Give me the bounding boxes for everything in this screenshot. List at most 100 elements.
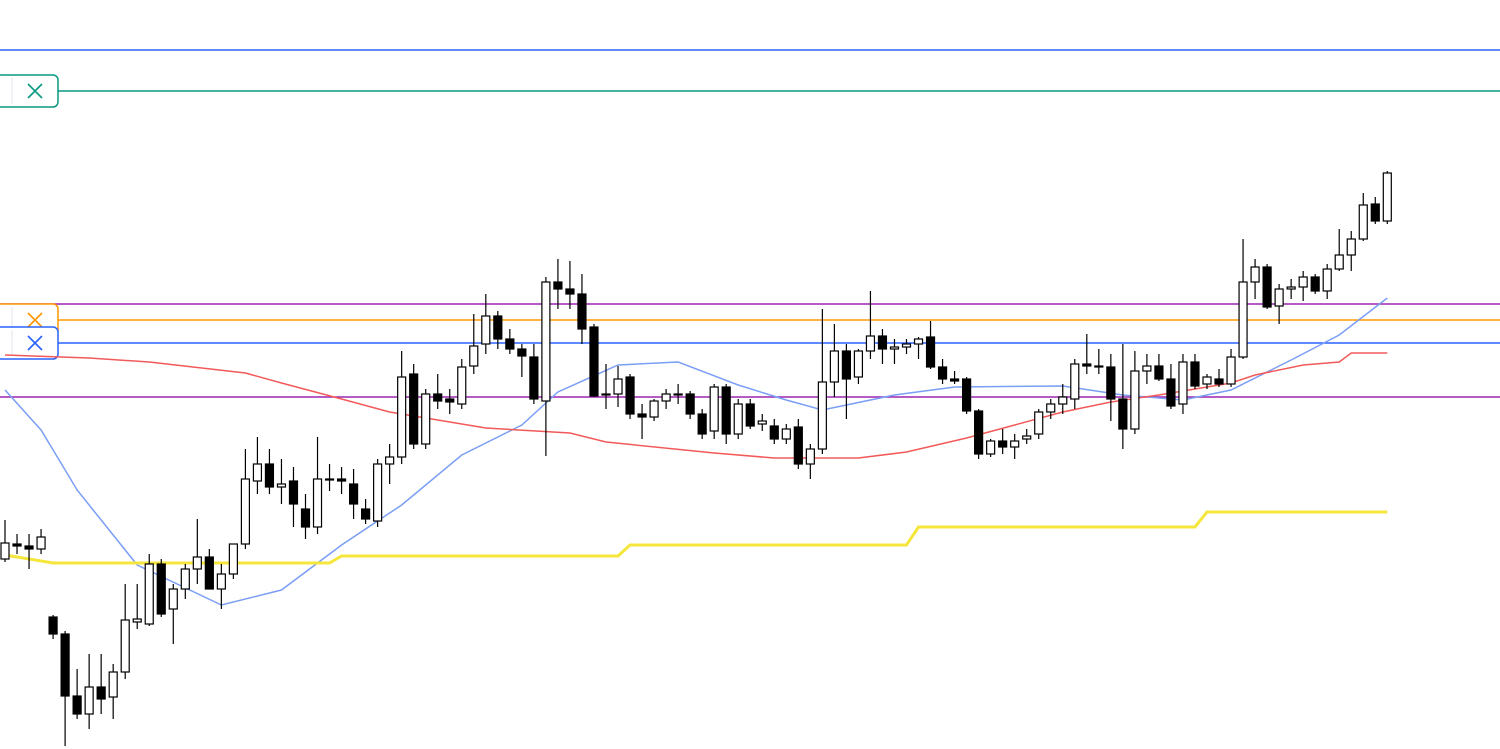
candle-body — [312, 478, 323, 528]
candle-body — [986, 440, 996, 455]
candle-body — [1010, 440, 1020, 448]
candle-body — [433, 393, 443, 402]
candle-body — [204, 556, 214, 590]
button-box[interactable] — [0, 74, 59, 108]
candle-body — [805, 448, 815, 465]
candle-body — [216, 573, 226, 590]
candle-body — [649, 400, 659, 418]
candle-body — [252, 463, 263, 482]
candle-body — [180, 568, 190, 590]
candle-body — [925, 336, 936, 368]
candle-body — [1154, 365, 1164, 380]
candle-body — [373, 463, 383, 522]
candle-body — [1310, 276, 1320, 292]
candle-body — [457, 366, 467, 405]
candle-body — [1118, 398, 1128, 430]
candle-body — [949, 378, 960, 382]
candle-body — [361, 508, 371, 520]
candle-body — [1034, 411, 1044, 435]
candle-body — [793, 426, 803, 465]
candle-body — [324, 478, 335, 481]
candle-body — [12, 543, 22, 547]
candle-body — [613, 378, 623, 395]
candle-body — [565, 288, 575, 295]
candle-body — [481, 315, 491, 345]
candle-body — [901, 343, 912, 348]
level-remove-button[interactable] — [0, 74, 59, 108]
candle-body — [1166, 378, 1176, 407]
candle-body — [745, 403, 755, 427]
candle-body — [589, 326, 599, 397]
candle-body — [1250, 266, 1260, 283]
candle-body — [685, 393, 695, 415]
candle-body — [48, 616, 58, 635]
candle-body — [829, 350, 839, 383]
candle-body — [228, 543, 238, 575]
candle-body — [1334, 254, 1344, 270]
candle-body — [637, 413, 647, 418]
candle-body — [1346, 238, 1356, 256]
candle-body — [1106, 366, 1116, 400]
candle-body — [601, 393, 611, 396]
candle-body — [1262, 266, 1272, 308]
candle-body — [1190, 361, 1200, 387]
candle-body — [757, 420, 767, 425]
candle-body — [84, 686, 94, 715]
candle-body — [1382, 172, 1392, 222]
candle-body — [1142, 365, 1152, 372]
candle-body — [96, 686, 106, 700]
candle-body — [1370, 203, 1380, 222]
candle-body — [781, 428, 791, 440]
candle-body — [877, 335, 888, 350]
candle-body — [168, 588, 178, 610]
candle-body — [529, 356, 539, 400]
candle-body — [385, 456, 395, 465]
candle-body — [1286, 286, 1296, 290]
candle-body — [397, 376, 407, 458]
close-icon — [27, 335, 43, 351]
candle-body — [469, 345, 479, 367]
candle-body — [505, 338, 515, 350]
candle-body — [336, 478, 347, 482]
candle-body — [937, 366, 948, 380]
candle-body — [276, 483, 287, 488]
candle-body — [36, 536, 46, 550]
button-box[interactable] — [0, 326, 59, 360]
candle-body — [0, 542, 10, 560]
candle-body — [841, 350, 852, 380]
candle-body — [288, 480, 299, 505]
level-remove-button[interactable] — [0, 326, 59, 360]
candle-body — [697, 413, 707, 435]
candle-body — [661, 393, 671, 402]
candle-body — [974, 410, 984, 455]
candle-body — [541, 281, 551, 402]
candle-body — [817, 381, 827, 450]
candle-body — [192, 556, 202, 570]
candle-body — [577, 293, 587, 330]
candle-body — [1358, 204, 1368, 240]
candle-body — [625, 376, 635, 415]
candle-body — [1214, 378, 1224, 385]
candle-body — [709, 386, 719, 432]
candle-body — [1046, 403, 1056, 413]
candle-body — [240, 478, 250, 545]
candle-body — [264, 463, 275, 488]
close-icon — [27, 83, 43, 99]
candle-body — [673, 393, 683, 396]
candle-body — [517, 348, 527, 357]
candle-body — [1226, 356, 1236, 385]
candle-body — [493, 315, 503, 340]
candle-body — [348, 483, 359, 505]
candle-body — [120, 619, 130, 673]
candle-body — [913, 338, 924, 345]
candle-body — [1022, 435, 1032, 440]
candle-body — [409, 373, 419, 445]
candle-body — [108, 671, 118, 698]
candle-body — [1238, 281, 1248, 358]
candle-body — [1322, 268, 1332, 292]
candle-body — [156, 563, 166, 615]
candle-body — [72, 695, 82, 715]
candle-body — [24, 545, 34, 550]
candle-body — [961, 378, 972, 412]
